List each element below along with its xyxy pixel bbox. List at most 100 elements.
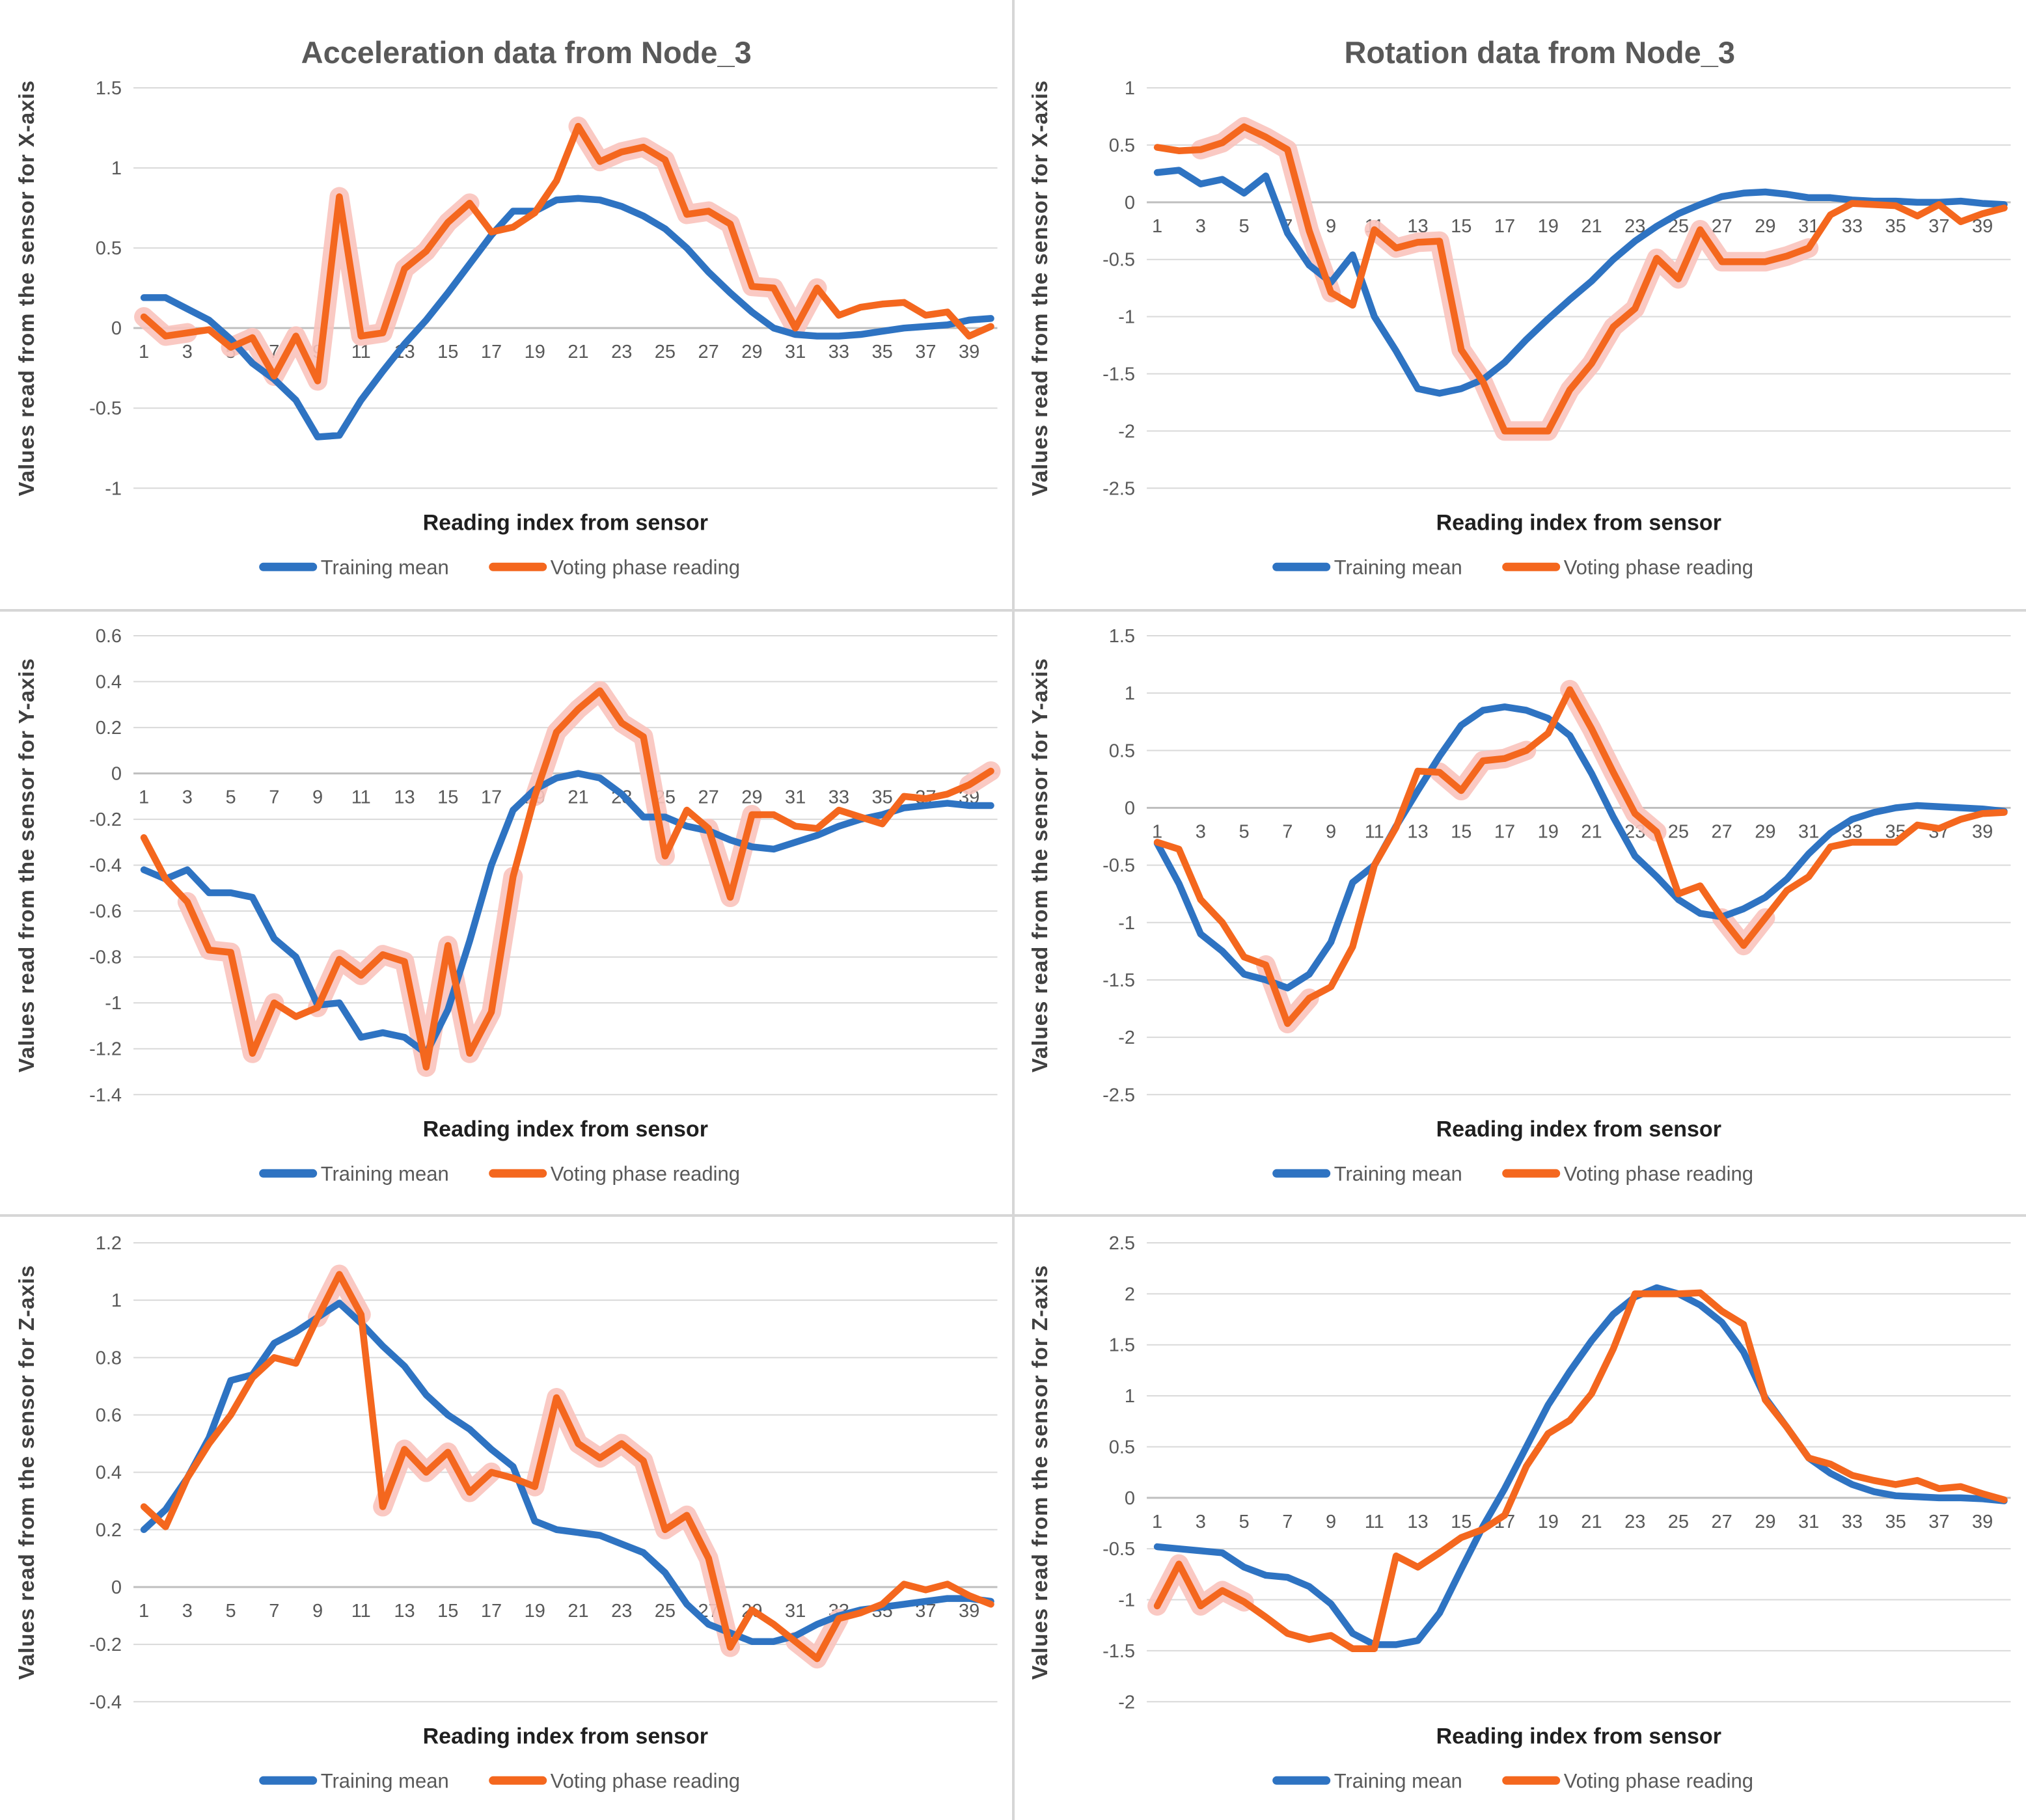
- x-tick-label: 25: [1667, 1511, 1688, 1532]
- x-tick-label: 33: [1841, 216, 1862, 237]
- x-tick-label: 3: [1195, 216, 1205, 237]
- x-tick-label: 33: [1841, 1511, 1862, 1532]
- chart-svg-acceleration-y: 0.60.40.20-0.2-0.4-0.6-0.8-1-1.2-1.41 3 5 7…: [14, 626, 1001, 1186]
- x-tick-label: 15: [1451, 1511, 1472, 1532]
- legend-item-voting-label: Voting phase reading: [551, 1769, 740, 1792]
- x-tick-label: 9: [312, 787, 323, 808]
- chart-svg-acceleration-z: 1.210.80.60.40.20-0.2-0.41 3 5 7 9 11 13 15 17 19…: [14, 1233, 998, 1792]
- x-tick-label: 5: [1239, 216, 1249, 237]
- y-tick-label: -2: [1118, 1027, 1135, 1048]
- y-tick-label: -1.5: [1102, 1641, 1135, 1662]
- x-tick-label: 29: [741, 787, 762, 808]
- x-tick-label: 19: [1537, 822, 1558, 843]
- y-tick-label: 0.2: [96, 718, 122, 739]
- y-tick-label: -0.8: [89, 947, 122, 968]
- y-tick-label: -0.4: [89, 856, 122, 876]
- x-tick-label: 7: [1282, 822, 1293, 843]
- legend-item-training-label: Training mean: [1334, 556, 1462, 578]
- panel-divider-vertical: [1012, 0, 1015, 1820]
- y-tick-label: 1: [1124, 1386, 1134, 1407]
- voting-phase-line: [1153, 1289, 2008, 1652]
- x-tick-label: 11: [1364, 822, 1384, 843]
- training-mean-line: [140, 195, 994, 441]
- y-tick-label: 0.6: [96, 1405, 122, 1426]
- legend-item-training: Training mean: [1272, 556, 1462, 578]
- x-tick-label: 17: [481, 342, 502, 362]
- training-mean-line: [1153, 1284, 2008, 1648]
- y-tick-label: 1: [111, 1290, 122, 1311]
- legend-item-training-label: Training mean: [321, 1163, 449, 1186]
- x-tick-label: 19: [1537, 1511, 1558, 1532]
- y-tick-label: 1: [1124, 78, 1134, 99]
- x-tick-label: 39: [959, 342, 979, 362]
- x-tick-label: 13: [394, 787, 415, 808]
- y-tick-label: 0: [1124, 193, 1134, 213]
- y-tick-label: 0.4: [96, 672, 122, 693]
- x-tick-label: 25: [655, 1601, 676, 1622]
- y-axis-label: Values read from the sensor for X-axis: [1028, 80, 1052, 496]
- x-tick-label: 39: [959, 1601, 979, 1622]
- x-tick-label: 3: [182, 342, 193, 362]
- y-tick-label: -1: [105, 994, 122, 1014]
- y-tick-label: 0.6: [96, 626, 122, 647]
- highlight-band: [221, 187, 480, 391]
- x-tick-label: 17: [481, 1601, 502, 1622]
- y-tick-label: -2: [1118, 1692, 1135, 1713]
- y-tick-label: -0.2: [89, 1635, 122, 1655]
- x-tick-label: 29: [1755, 822, 1775, 843]
- y-tick-label: 0: [1124, 1487, 1134, 1508]
- y-tick-label: -1: [1118, 1590, 1135, 1610]
- y-tick-label: -1: [1118, 913, 1135, 934]
- y-tick-label: 0.2: [96, 1519, 122, 1540]
- voting-phase-line: [1153, 686, 2008, 1027]
- legend-item-training: Training mean: [1272, 1769, 1462, 1792]
- legend-item-training: Training mean: [259, 556, 449, 578]
- x-tick-label: 11: [351, 787, 371, 808]
- x-axis-label: Reading index from sensor: [423, 1724, 708, 1748]
- legend-item-training-label: Training mean: [1334, 1163, 1462, 1186]
- y-tick-label: 1.5: [1108, 626, 1134, 647]
- chart-svg-acceleration-x: 1.510.50-0.5-11 3 5 7 9 11 13 15 17 19 21 23 25 27 29 3…: [14, 35, 998, 578]
- x-tick-label: 5: [225, 787, 236, 808]
- x-tick-label: 15: [437, 342, 458, 362]
- x-tick-label: 25: [1667, 822, 1688, 843]
- x-tick-label: 3: [182, 1601, 193, 1622]
- y-tick-label: 2.5: [1108, 1233, 1134, 1254]
- x-tick-label: 15: [437, 787, 458, 808]
- x-axis-label: Reading index from sensor: [1436, 510, 1721, 535]
- x-tick-label: 7: [1282, 1511, 1293, 1532]
- x-tick-label: 13: [394, 1601, 415, 1622]
- x-tick-label: 37: [915, 342, 936, 362]
- legend-item-voting: Voting phase reading: [1501, 556, 1753, 578]
- x-tick-label: 23: [1624, 1511, 1645, 1532]
- x-tick-label: 19: [525, 342, 545, 362]
- x-tick-label: 27: [1711, 1511, 1732, 1532]
- legend-item-voting: Voting phase reading: [489, 1769, 740, 1792]
- x-tick-label: 5: [1239, 822, 1249, 843]
- x-tick-label: 17: [1494, 216, 1514, 237]
- training-mean-line: [1153, 167, 2008, 397]
- x-tick-label: 21: [568, 1601, 588, 1622]
- y-tick-label: 1: [111, 158, 122, 179]
- y-tick-label: -1.5: [1102, 970, 1135, 991]
- chart-svg-rotation-x: 10.50-0.5-1-1.5-2-2.51 3 5 7 9 11 13 15 17 19 21 23…: [1028, 35, 2010, 578]
- x-tick-label: 29: [741, 342, 762, 362]
- y-tick-label: 1.5: [1108, 1335, 1134, 1355]
- x-tick-label: 1: [1152, 216, 1162, 237]
- y-tick-label: -0.5: [89, 398, 122, 419]
- y-tick-label: -1.5: [1102, 364, 1135, 385]
- legend-item-voting-label: Voting phase reading: [1563, 556, 1753, 578]
- x-axis-label: Reading index from sensor: [1436, 1117, 1721, 1142]
- training-mean-line: [140, 770, 994, 1057]
- x-tick-label: 37: [1928, 1511, 1949, 1532]
- x-axis-label: Reading index from sensor: [1436, 1724, 1721, 1748]
- x-tick-label: 23: [611, 1601, 632, 1622]
- legend-item-voting-label: Voting phase reading: [1563, 1769, 1753, 1792]
- x-tick-label: 9: [1325, 822, 1335, 843]
- x-tick-label: 31: [785, 1601, 806, 1622]
- y-tick-label: 0.5: [1108, 1437, 1134, 1458]
- x-tick-label: 9: [1325, 1511, 1335, 1532]
- x-tick-label: 39: [1971, 1511, 1992, 1532]
- x-tick-label: 13: [1407, 822, 1428, 843]
